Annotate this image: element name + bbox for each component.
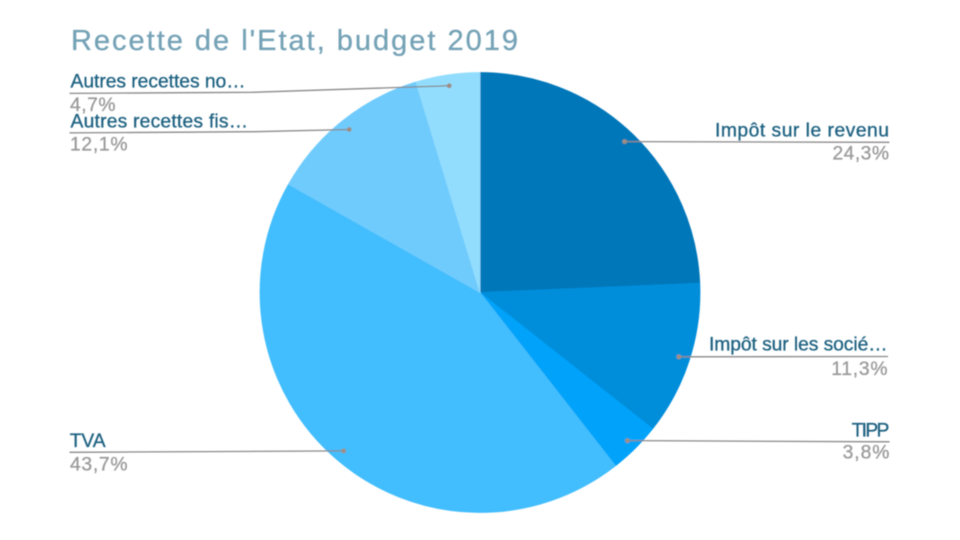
svg-text:Recette de l'Etat, budget 2019: Recette de l'Etat, budget 2019	[71, 25, 518, 57]
svg-text:Impôt sur les socié…: Impôt sur les socié…	[709, 334, 888, 355]
svg-text:11,3%: 11,3%	[831, 359, 887, 380]
svg-text:43,7%: 43,7%	[70, 454, 128, 475]
svg-text:Impôt sur le revenu: Impôt sur le revenu	[715, 121, 889, 142]
svg-text:3,8%: 3,8%	[843, 443, 890, 464]
svg-text:4,7%: 4,7%	[70, 95, 116, 116]
svg-text:TVA: TVA	[70, 431, 106, 452]
svg-text:Autres recettes no…: Autres recettes no…	[71, 72, 246, 93]
svg-text:24,3%: 24,3%	[833, 143, 890, 164]
svg-text:TIPP: TIPP	[852, 421, 890, 442]
svg-text:Autres recettes fis…: Autres recettes fis…	[71, 111, 249, 132]
svg-text:12,1%: 12,1%	[70, 134, 128, 155]
